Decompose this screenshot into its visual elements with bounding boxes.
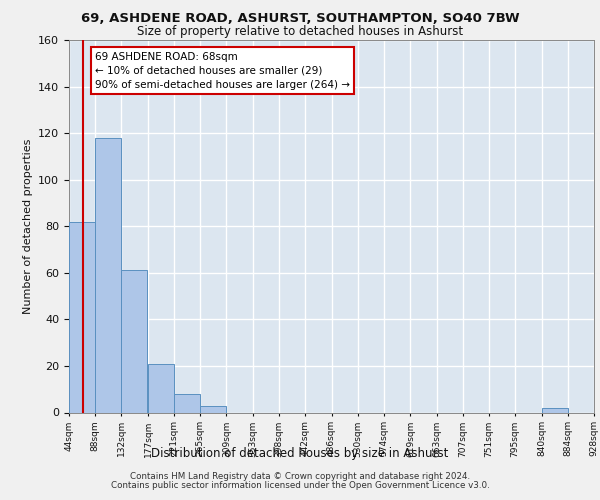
Text: Contains public sector information licensed under the Open Government Licence v3: Contains public sector information licen… xyxy=(110,481,490,490)
Text: Distribution of detached houses by size in Ashurst: Distribution of detached houses by size … xyxy=(151,447,449,460)
Bar xyxy=(69,222,95,412)
Bar xyxy=(121,270,148,412)
Bar xyxy=(174,394,200,412)
Text: Contains HM Land Registry data © Crown copyright and database right 2024.: Contains HM Land Registry data © Crown c… xyxy=(130,472,470,481)
Y-axis label: Number of detached properties: Number of detached properties xyxy=(23,138,32,314)
Bar xyxy=(200,406,226,412)
Text: 69, ASHDENE ROAD, ASHURST, SOUTHAMPTON, SO40 7BW: 69, ASHDENE ROAD, ASHURST, SOUTHAMPTON, … xyxy=(80,12,520,26)
Text: Size of property relative to detached houses in Ashurst: Size of property relative to detached ho… xyxy=(137,25,463,38)
Text: 69 ASHDENE ROAD: 68sqm
← 10% of detached houses are smaller (29)
90% of semi-det: 69 ASHDENE ROAD: 68sqm ← 10% of detached… xyxy=(95,52,350,90)
Bar xyxy=(95,138,121,412)
Bar xyxy=(148,364,174,412)
Bar xyxy=(542,408,568,412)
